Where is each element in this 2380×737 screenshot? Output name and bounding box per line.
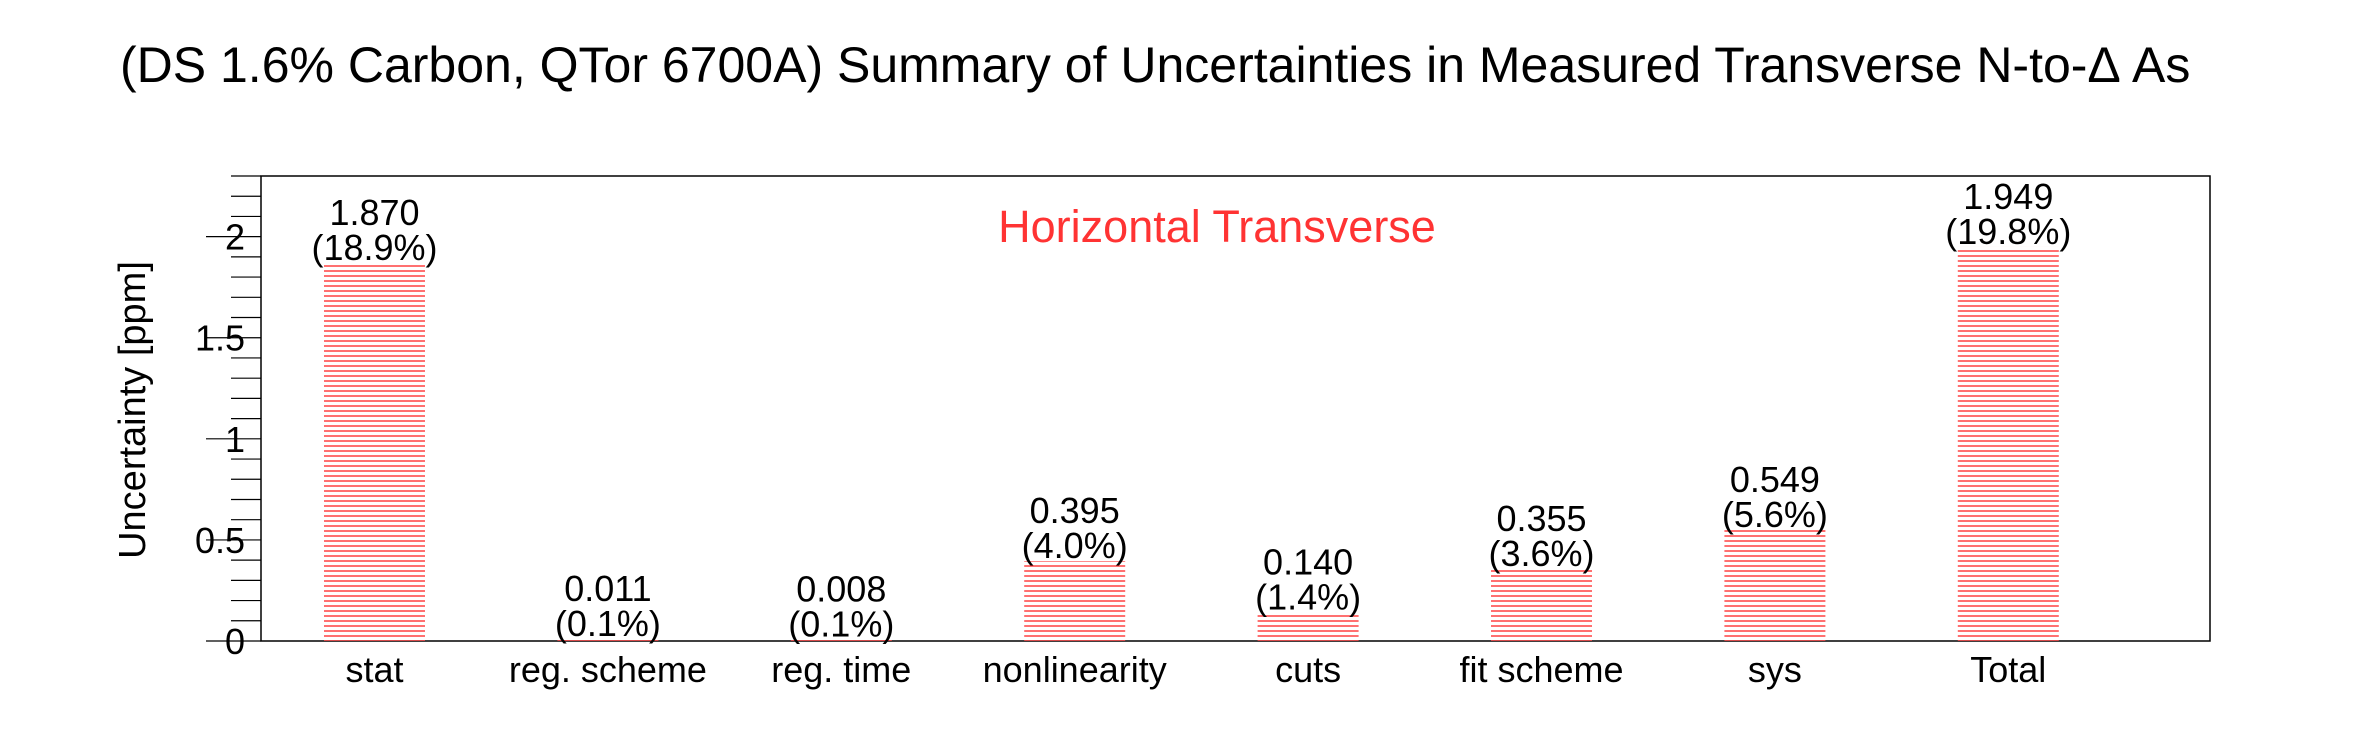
x-tick-label: reg. scheme (509, 649, 707, 690)
y-tick-label: 0 (225, 621, 245, 662)
bar-percent-label: (18.9%) (311, 227, 437, 268)
chart-annotation: Horizontal Transverse (998, 201, 1436, 252)
x-tick-label: sys (1748, 649, 1802, 690)
bar-reg-time (790, 639, 892, 641)
bars (324, 246, 2059, 641)
plot-frame (260, 175, 2211, 642)
bar-percent-label: (3.6%) (1488, 533, 1594, 574)
x-tick-label: reg. time (771, 649, 911, 690)
x-tick-label: cuts (1275, 649, 1341, 690)
y-tick-label: 1 (225, 419, 245, 460)
x-tick-labels: stat reg. scheme reg. time nonlinearity cuts… (345, 649, 2046, 690)
percent-labels: (18.9%) (0.1%) (0.1%) (4.0%) (1.4%) (3.6%) (5.… (311, 211, 2071, 644)
bar-percent-label: (19.8%) (1945, 211, 2071, 252)
bar-nonlinearity (1024, 561, 1126, 641)
value-labels: 1.870 0.011 0.008 0.395 0.140 0.355 0.549 1.949 (329, 176, 2053, 609)
bar-percent-label: (4.0%) (1022, 525, 1128, 566)
y-minor-ticks (231, 175, 261, 622)
bar-percent-label: (0.1%) (788, 603, 894, 644)
bar-value-label: 0.355 (1496, 498, 1586, 539)
y-tick-label: 1.5 (195, 318, 245, 359)
bar-total (1957, 246, 2059, 641)
bar-cuts (1257, 612, 1359, 641)
x-tick-label: fit scheme (1459, 649, 1623, 690)
x-tick-label: nonlinearity (983, 649, 1167, 690)
x-tick-label: Total (1970, 649, 2046, 690)
y-major-ticks (206, 236, 261, 642)
bar-fit-scheme (1491, 569, 1592, 641)
chart-title: (DS 1.6% Carbon, QTor 6700A) Summary of … (120, 37, 2190, 93)
bar-percent-label: (5.6%) (1722, 494, 1828, 535)
bar-value-label: 0.011 (564, 568, 651, 609)
x-tick-label: stat (345, 649, 403, 690)
y-axis-label: Uncertainty [ppm] (112, 261, 154, 559)
bar-reg-scheme (557, 638, 659, 641)
bar-sys (1724, 530, 1826, 641)
bar-stat (324, 262, 425, 641)
bar-value-label: 1.949 (1963, 176, 2053, 217)
y-tick-labels: 0 0.5 1 1.5 2 (195, 217, 245, 662)
y-tick-label: 0.5 (195, 520, 245, 561)
bar-value-label: 0.008 (796, 568, 886, 609)
bar-percent-label: (1.4%) (1255, 577, 1361, 618)
bar-value-label: 1.870 (329, 192, 419, 233)
y-tick-label: 2 (225, 217, 245, 258)
bar-percent-label: (0.1%) (555, 603, 661, 644)
bar-value-label: 0.395 (1030, 490, 1120, 531)
bar-value-label: 0.549 (1730, 459, 1820, 500)
bar-value-label: 0.140 (1263, 542, 1353, 583)
